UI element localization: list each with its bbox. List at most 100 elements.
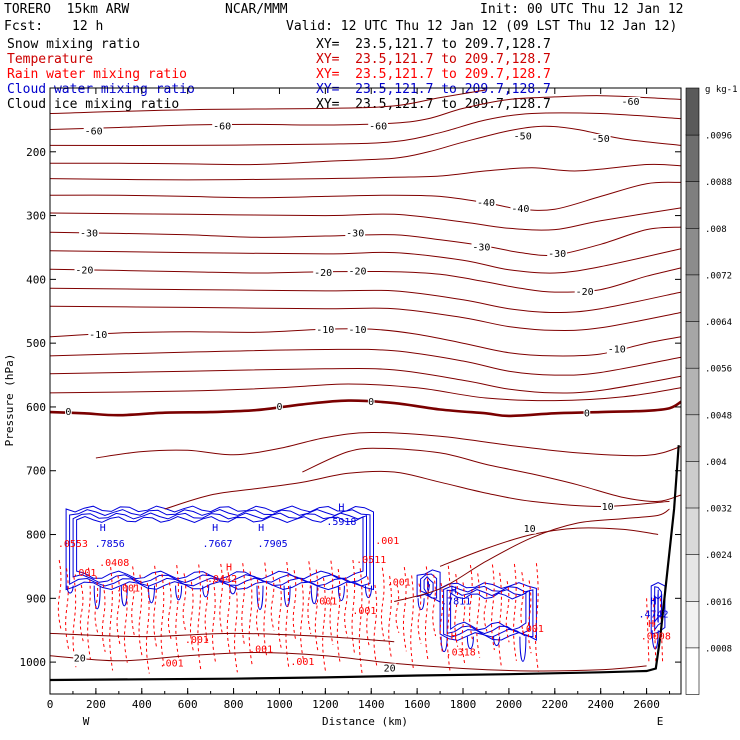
colorbar-swatch [685,87,700,136]
field-name: Cloud water mixing ratio [7,82,195,97]
contour-label-bg [212,121,232,132]
maximum-label: .5918 [326,517,356,528]
contour-label: 10 [602,502,614,513]
rain-contour [57,559,62,631]
rain-contour [454,574,459,647]
rain-contour [285,561,290,668]
rain-contour [234,580,238,673]
colorbar-label: .0008 [705,644,732,654]
field-name: Temperature [7,52,94,67]
temperature-contour [49,226,682,257]
contour-label: 20 [384,664,396,675]
cloud-water-contour [650,582,666,635]
contour-label-bg [345,228,366,239]
colorbar-swatch [685,413,700,462]
y-tick-label: 700 [26,465,46,478]
colorbar-swatch [685,367,700,416]
colorbar-label: .0056 [705,365,732,375]
x-tick-label: 1000 [266,698,293,711]
cloud-water-contour [493,636,501,647]
maximum-label: .7667 [202,539,232,550]
contour-label-bg [590,134,611,144]
y-axis-label: Pressure (hPa) [3,354,16,447]
colorbar-label: .0048 [705,411,732,421]
maximum-label: .001 [313,597,337,608]
x-tick-label: 1400 [358,698,385,711]
temperature-contour [49,95,682,130]
rain-contour [109,567,114,671]
contour-label-bg [313,268,333,278]
rain-contour [351,559,356,656]
maximum-label: .001 [72,568,96,579]
temperature-contour [49,163,682,181]
temperature-contour [49,181,682,211]
maximum-label: H [338,503,344,514]
maximum-label: .0408 [99,558,129,569]
x-tick-label: 400 [132,698,152,711]
maximum-label: H [650,597,656,608]
rain-contour [87,567,91,660]
contour-label: -60 [213,121,231,132]
colorbar-label: .008 [705,225,727,235]
cloud-water-contour [450,592,527,631]
rain-contour [432,574,437,637]
temperature-contour [394,508,670,602]
colorbar-label: .0096 [705,132,732,142]
init-time: Init: 00 UTC Thu 12 Jan 12 [480,2,684,17]
cloud-water-contour [364,585,372,599]
rain-contour [520,572,525,635]
field-xy: XY= 23.5,121.7 to 209.7,128.7 [316,37,551,52]
cloud-water-contour [427,579,431,592]
rain-contour [219,563,224,636]
contour-label-bg [315,324,336,335]
colorbar-label: .0072 [705,272,732,282]
field-xy: XY= 23.5,121.7 to 209.7,128.7 [316,67,551,82]
right-end-label: E [657,715,664,728]
cloud-water-contour [439,582,537,641]
contour-label-bg [276,401,283,412]
colorbar-swatch [685,180,700,229]
rain-contour [307,561,312,635]
x-tick-label: 2400 [587,698,614,711]
maximum-label: .7856 [95,539,125,550]
colorbar-swatch [685,507,700,555]
cloud-water-contour [446,589,530,635]
rain-contour [182,573,187,633]
rain-contour [439,582,444,655]
x-tick-label: 1600 [404,698,431,711]
contour-label-bg [367,396,375,407]
cloud-water-contour [76,515,364,580]
maximum-label: .7905 [258,539,288,550]
contour-label: -20 [314,268,332,279]
contour-label-bg [606,344,627,355]
contour-label-bg [547,248,567,259]
contour-label: -40 [477,198,495,209]
rain-contour [527,580,532,654]
maximum-label: .001 [160,658,184,669]
cloud-water-contour [66,585,74,594]
contour-label-bg [574,287,595,298]
terrain-line [49,445,680,682]
rain-contour [344,577,348,638]
x-tick-label: 600 [178,698,198,711]
rain-contour [131,566,136,637]
contour-label: 0 [368,397,374,408]
temperature-contour [49,267,682,293]
cloud-water-contour [310,585,318,605]
temperature-contour [49,328,682,357]
contour-label: -10 [348,325,366,336]
rain-contour [204,572,209,644]
contour-label: -30 [548,249,566,260]
contour-label-bg [476,197,496,208]
temperature-contour [49,632,395,643]
contour-label: -10 [316,325,334,336]
colorbar-swatch [685,600,700,649]
rain-contour [79,584,84,642]
colorbar-swatch [685,274,700,322]
maximum-label: .001 [387,577,411,588]
y-tick-label: 500 [26,337,46,350]
y-tick-label: 1000 [20,656,47,669]
colorbar-swatch [685,647,700,695]
temperature-contour [49,305,682,331]
cloud-water-contour [93,585,101,610]
